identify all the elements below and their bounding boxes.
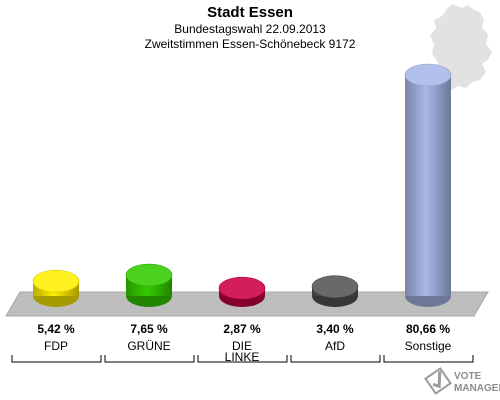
category-bracket (104, 355, 195, 363)
category-bracket (11, 355, 102, 363)
chart-title: Stadt Essen (207, 4, 293, 21)
bar-gr-ne (125, 263, 173, 307)
value-label: 5,42 % (37, 322, 75, 336)
bar-fdp (32, 269, 80, 307)
category-label: DIE LINKE (225, 339, 260, 364)
category-bracket (383, 355, 474, 363)
category-label: Sonstige (405, 339, 452, 353)
category-label: FDP (44, 339, 68, 353)
value-label: 2,87 % (223, 322, 261, 336)
category-label: GRÜNE (127, 339, 170, 353)
bar-afd (311, 275, 359, 307)
category-label: AfD (325, 339, 345, 353)
watermark-line2: MANAGER (454, 383, 500, 394)
chart-header: Stadt Essen Bundestagswahl 22.09.2013 Zw… (0, 4, 500, 52)
value-label: 80,66 % (406, 322, 450, 336)
chart-subtitle-district: Zweitstimmen Essen-Schönebeck 9172 (144, 37, 356, 51)
bar-die-linke (218, 276, 266, 307)
chart-subtitle-election: Bundestagswahl 22.09.2013 (174, 22, 326, 36)
watermark-line1: VOTE (454, 371, 482, 382)
value-label: 7,65 % (130, 322, 168, 336)
category-bracket (290, 355, 381, 363)
vote-manager-logo-icon: VOTE MANAGER (424, 367, 500, 395)
bar-sonstige (404, 63, 452, 307)
value-label: 3,40 % (316, 322, 354, 336)
category-bracket (197, 355, 288, 363)
